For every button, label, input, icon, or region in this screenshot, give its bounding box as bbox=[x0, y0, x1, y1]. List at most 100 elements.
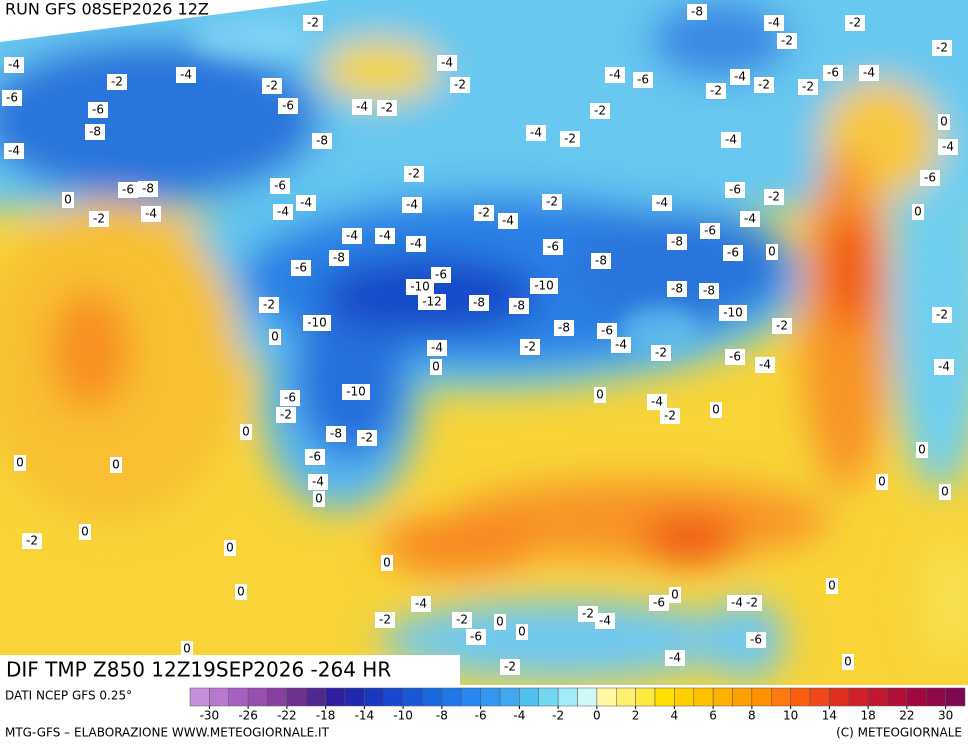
contour-label-box bbox=[509, 298, 529, 314]
contour-label-box bbox=[594, 387, 606, 403]
colorbar-swatch bbox=[286, 687, 307, 707]
contour-label: -4 bbox=[942, 140, 954, 154]
contour-label-box bbox=[665, 650, 685, 666]
contour-label: -6 bbox=[282, 99, 294, 113]
colorbar-swatch bbox=[557, 687, 578, 707]
contour-label: -8 bbox=[703, 284, 715, 298]
contour-label: -6 bbox=[729, 350, 741, 364]
contour-label-box bbox=[418, 294, 446, 310]
footer-right: (C) METEOGIORNALE bbox=[836, 726, 962, 740]
contour-label: -2 bbox=[280, 408, 292, 422]
contour-label: 0 bbox=[183, 642, 191, 656]
contour-label: -2 bbox=[266, 79, 278, 93]
contour-label-box bbox=[912, 204, 924, 220]
colorbar-swatch bbox=[712, 687, 733, 707]
contour-label-box bbox=[85, 124, 105, 140]
colorbar-swatch bbox=[809, 687, 830, 707]
contour-label-box bbox=[687, 4, 707, 20]
contour-label-box bbox=[755, 357, 775, 373]
contour-label: -8 bbox=[316, 134, 328, 148]
contour-label-box bbox=[118, 182, 138, 198]
contour-label: -4 bbox=[431, 341, 443, 355]
contour-label: -2 bbox=[546, 195, 558, 209]
contour-label-box bbox=[402, 197, 422, 213]
colorbar-swatch bbox=[867, 687, 888, 707]
contour-label: 0 bbox=[112, 458, 120, 472]
contour-label-box bbox=[764, 15, 784, 31]
contour-label-box bbox=[725, 349, 745, 365]
contour-label: -2 bbox=[381, 101, 393, 115]
run-title: RUN GFS 08SEP2026 12Z bbox=[5, 0, 209, 19]
contour-label: -8 bbox=[691, 5, 703, 19]
colorbar-swatch bbox=[616, 687, 636, 707]
colorbar-swatch bbox=[829, 687, 849, 707]
contour-label-box bbox=[312, 133, 332, 149]
colorbar-tick-label: -18 bbox=[316, 709, 336, 723]
contour-label-box bbox=[79, 524, 91, 540]
contour-label-box bbox=[845, 15, 865, 31]
colorbar-tick-label: -6 bbox=[475, 709, 487, 723]
contour-label-box bbox=[181, 641, 193, 657]
contour-label-box bbox=[939, 484, 951, 500]
contour-label: -4 bbox=[530, 126, 542, 140]
contour-label-box bbox=[633, 72, 653, 88]
contour-label-box bbox=[934, 359, 954, 375]
contour-label: -6 bbox=[827, 66, 839, 80]
contour-label-box bbox=[406, 279, 434, 295]
contour-label: -10 bbox=[307, 316, 327, 330]
contour-label: -6 bbox=[637, 73, 649, 87]
contour-label: -4 bbox=[8, 58, 20, 72]
contour-label: -2 bbox=[936, 308, 948, 322]
colorbar-swatch bbox=[228, 687, 249, 707]
contour-label-box bbox=[719, 305, 747, 321]
map-field bbox=[0, 0, 968, 685]
contour-label: 0 bbox=[432, 360, 440, 374]
contour-label: -2 bbox=[802, 80, 814, 94]
contour-label-box bbox=[660, 408, 680, 424]
contour-label: -6 bbox=[274, 179, 286, 193]
contour-label-box bbox=[516, 624, 528, 640]
contour-label-box bbox=[916, 442, 928, 458]
contour-label: 0 bbox=[768, 245, 776, 259]
contour-label-box bbox=[920, 170, 940, 186]
contour-label-box bbox=[270, 178, 290, 194]
contour-label-box bbox=[560, 131, 580, 147]
contour-label: -6 bbox=[470, 630, 482, 644]
colorbar-swatch bbox=[577, 687, 598, 707]
colorbar-swatch bbox=[887, 687, 908, 707]
contour-label: -4 bbox=[725, 133, 737, 147]
contour-label-box bbox=[313, 491, 325, 507]
contour-label: -12 bbox=[422, 295, 442, 309]
contour-label: -2 bbox=[776, 319, 788, 333]
contour-label-box bbox=[2, 90, 22, 106]
contour-label-box bbox=[240, 424, 252, 440]
colorbar-tick-label: -26 bbox=[238, 709, 258, 723]
contour-label: -4 bbox=[734, 70, 746, 84]
contour-label-box bbox=[764, 189, 784, 205]
colorbar-swatch bbox=[538, 687, 559, 707]
contour-label: -6 bbox=[295, 261, 307, 275]
contour-label: -6 bbox=[92, 103, 104, 117]
contour-label: -8 bbox=[89, 125, 101, 139]
contour-label-box bbox=[342, 384, 370, 400]
contour-label: -8 bbox=[671, 235, 683, 249]
colorbar-tick-label: -2 bbox=[552, 709, 564, 723]
contour-label-box bbox=[746, 632, 766, 648]
contour-label-box bbox=[141, 206, 161, 222]
colorbar-swatch bbox=[499, 687, 520, 707]
colorbar-tick-label: -8 bbox=[436, 709, 448, 723]
colorbar-swatch bbox=[422, 687, 443, 707]
contour-label: -4 bbox=[731, 596, 743, 610]
colorbar-tick-label: 2 bbox=[632, 709, 640, 723]
contour-label-box bbox=[276, 407, 296, 423]
contour-label-box bbox=[138, 181, 158, 197]
colorbar-swatch bbox=[771, 687, 791, 707]
colorbar-tick-label: -10 bbox=[393, 709, 413, 723]
contour-label: -8 bbox=[333, 251, 345, 265]
contour-label: 0 bbox=[671, 588, 679, 602]
contour-label-box bbox=[375, 612, 395, 628]
contour-label-box bbox=[699, 283, 719, 299]
contour-label-box bbox=[932, 40, 952, 56]
contour-label: 0 bbox=[315, 492, 323, 506]
colorbar-swatch bbox=[945, 687, 966, 707]
